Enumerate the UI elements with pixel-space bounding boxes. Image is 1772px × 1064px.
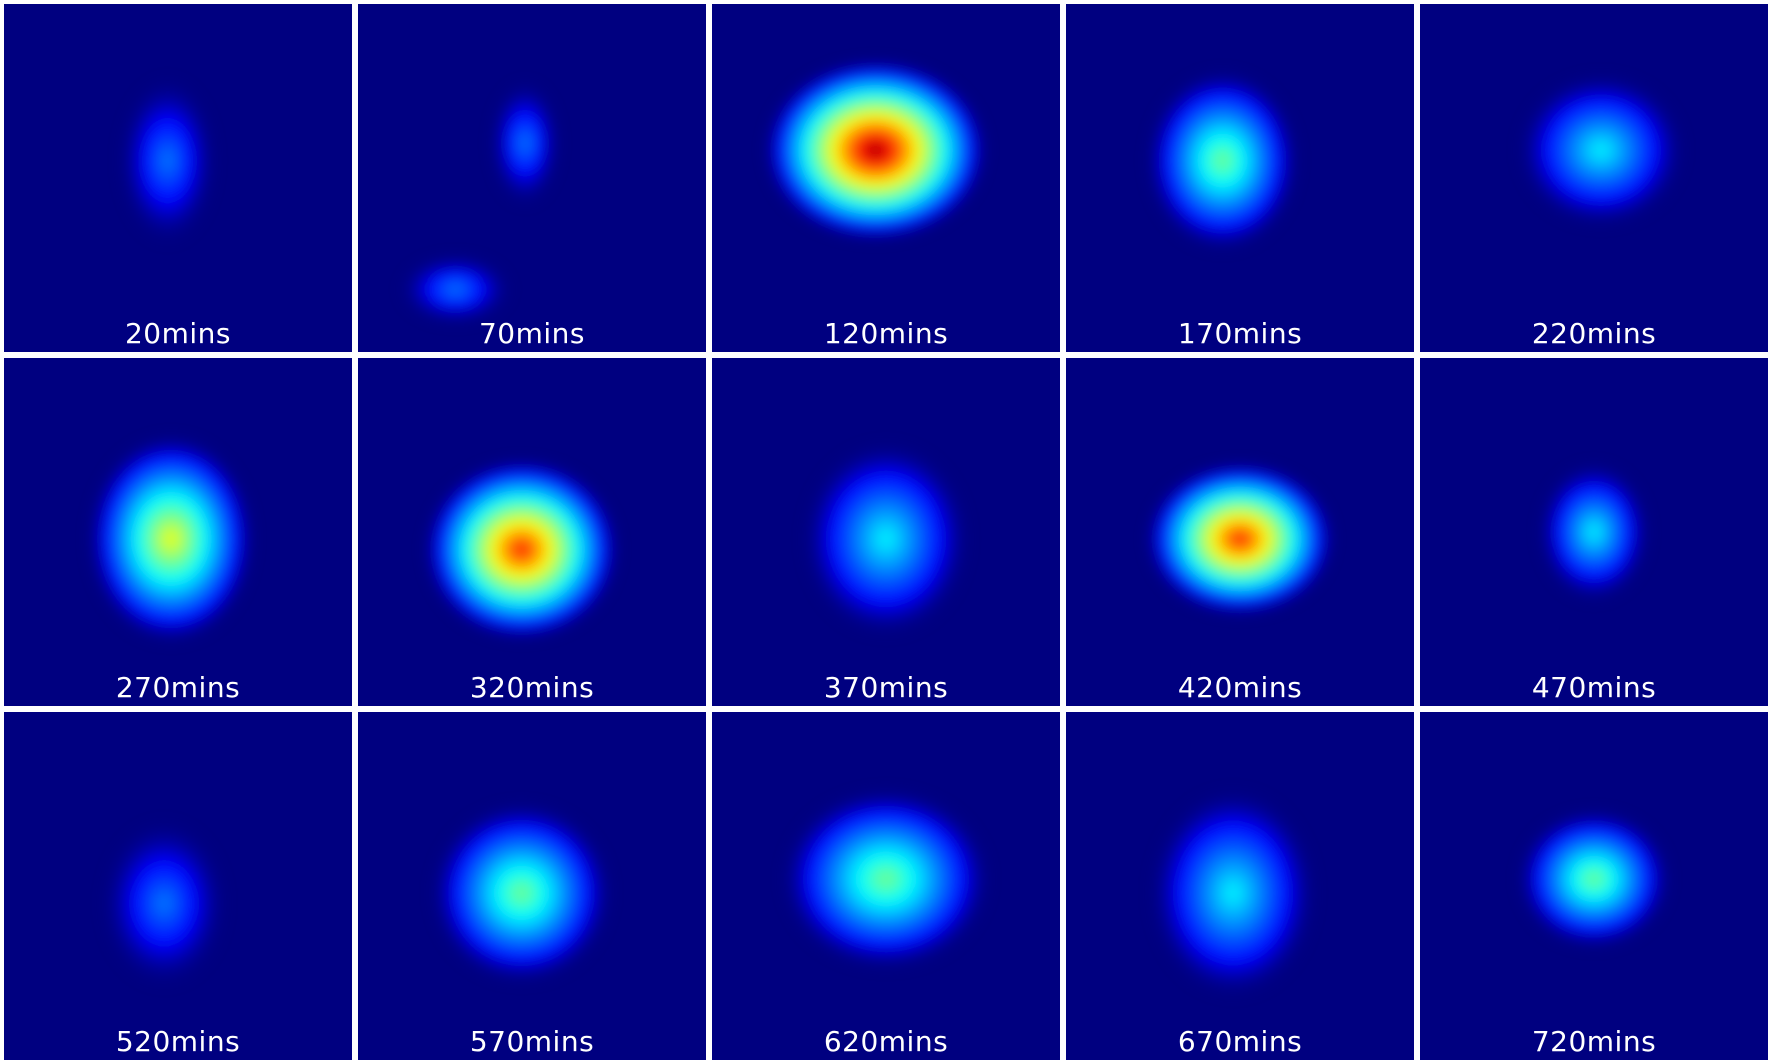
heatmap-panel: 420mins: [1066, 358, 1414, 706]
heatmap-blob: [1517, 809, 1671, 949]
heatmap-blob: [490, 80, 560, 206]
panel-time-label: 620mins: [823, 1025, 949, 1058]
heatmap-image: [1149, 788, 1317, 998]
heatmap-image: [1517, 73, 1685, 227]
heatmap-blob: [399, 254, 512, 325]
heatmap-panel: 720mins: [1420, 712, 1768, 1060]
heatmap-blob: [781, 788, 991, 970]
heatmap-panel: 220mins: [1420, 4, 1768, 352]
panel-time-label: 170mins: [1177, 317, 1303, 350]
panel-time-label: 570mins: [469, 1025, 595, 1058]
heatmap-image: [1538, 462, 1650, 602]
heatmap-image: [1146, 462, 1334, 616]
heatmap-grid: 20mins 70mins 120mins 170mins 220mins 270mins…: [4, 4, 1768, 1060]
heatmap-panel: 570mins: [358, 712, 706, 1060]
heatmap-blob: [424, 458, 619, 640]
heatmap-panel: 520mins: [4, 712, 352, 1060]
heatmap-panel: 370mins: [712, 358, 1060, 706]
heatmap-image: [431, 802, 613, 984]
heatmap-image: [118, 77, 217, 245]
heatmap-blob: [802, 441, 970, 637]
heatmap-blob: [87, 434, 255, 644]
panel-time-label: 470mins: [1531, 671, 1657, 704]
heatmap-blob: [118, 77, 217, 245]
heatmap-blob: [1517, 73, 1685, 227]
heatmap-image: [1517, 809, 1671, 949]
heatmap-image: [87, 434, 255, 644]
heatmap-panel: 20mins: [4, 4, 352, 352]
heatmap-image: [1146, 70, 1300, 252]
heatmap-blob: [1538, 462, 1650, 602]
heatmap-panel: 670mins: [1066, 712, 1414, 1060]
panel-time-label: 20mins: [124, 317, 232, 350]
heatmap-image: [781, 788, 991, 970]
panel-time-label: 320mins: [469, 671, 595, 704]
panel-time-label: 720mins: [1531, 1025, 1657, 1058]
panel-time-label: 220mins: [1531, 317, 1657, 350]
heatmap-image: [399, 80, 560, 325]
panel-time-label: 70mins: [478, 317, 586, 350]
panel-time-label: 120mins: [823, 317, 949, 350]
heatmap-blob: [1146, 70, 1300, 252]
heatmap-image: [802, 441, 970, 637]
panel-time-label: 270mins: [115, 671, 241, 704]
heatmap-image: [101, 819, 227, 987]
panel-time-label: 520mins: [115, 1025, 241, 1058]
panel-time-label: 670mins: [1177, 1025, 1303, 1058]
heatmap-panel: 120mins: [712, 4, 1060, 352]
heatmap-panel: 70mins: [358, 4, 706, 352]
panel-time-label: 370mins: [823, 671, 949, 704]
heatmap-blob: [1149, 788, 1317, 998]
heatmap-panel: 170mins: [1066, 4, 1414, 352]
heatmap-panel: 320mins: [358, 358, 706, 706]
heatmap-blob: [431, 802, 613, 984]
heatmap-image: [764, 59, 987, 241]
heatmap-blob: [1146, 462, 1334, 616]
heatmap-panel: 620mins: [712, 712, 1060, 1060]
heatmap-blob: [101, 819, 227, 987]
heatmap-panel: 270mins: [4, 358, 352, 706]
panel-time-label: 420mins: [1177, 671, 1303, 704]
heatmap-blob: [764, 59, 987, 241]
heatmap-image: [424, 458, 619, 640]
heatmap-panel: 470mins: [1420, 358, 1768, 706]
